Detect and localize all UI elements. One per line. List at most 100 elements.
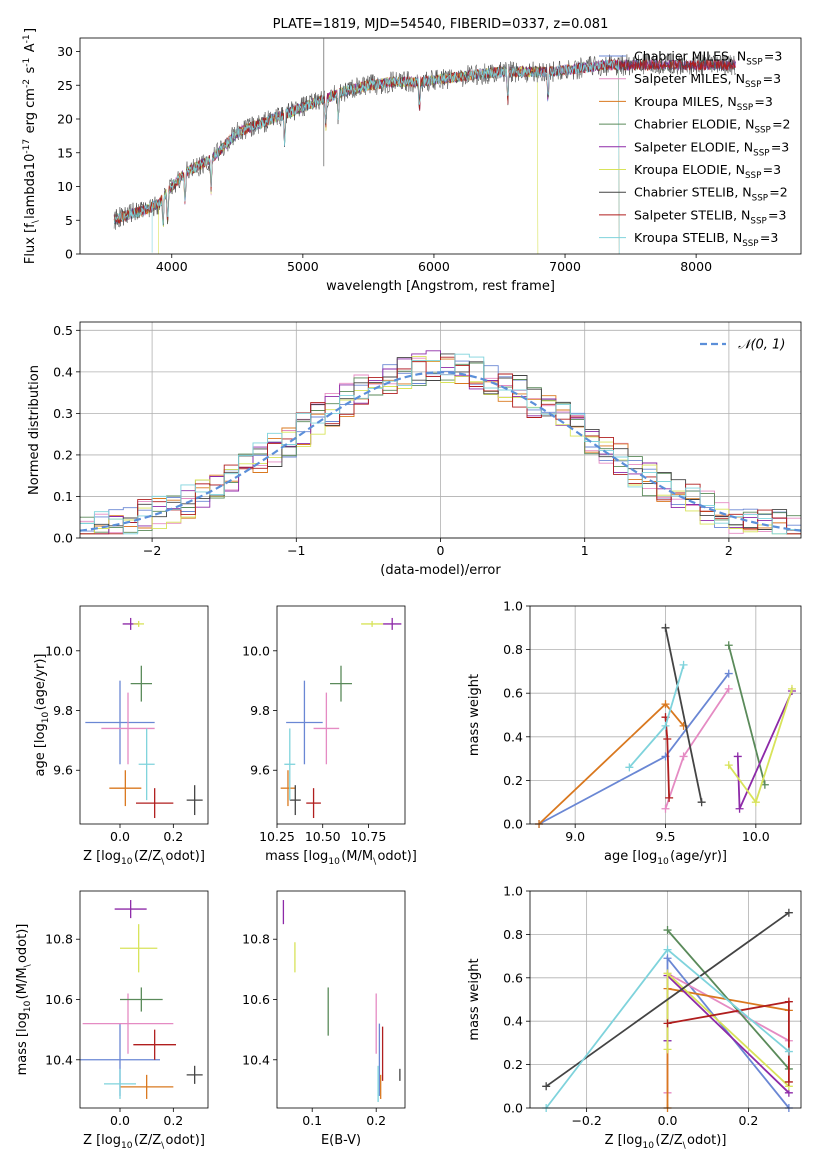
x-tick-label: −1 xyxy=(287,543,305,558)
x-tick-label: 9.0 xyxy=(565,829,585,844)
y-tick-label: 0.3 xyxy=(53,406,73,421)
mass-weight-marker xyxy=(542,1082,551,1091)
mass-weight-line xyxy=(545,911,790,1088)
x-axis-label: age [log10 (age/yr)] xyxy=(604,849,727,867)
x-tick-label: 6000 xyxy=(418,259,450,274)
mass-weight-marker xyxy=(784,997,793,1006)
mass-weight-marker xyxy=(724,669,733,678)
legend-label: 𝒩(0, 1) xyxy=(738,338,785,353)
x-tick-label: 0 xyxy=(437,543,445,558)
spectrum-line xyxy=(113,66,539,255)
chart-title: PLATE=1819, MJD=54540, FIBERID=0337, z=0… xyxy=(273,17,609,32)
mass-weight-marker xyxy=(665,793,674,802)
y-tick-label: 10.8 xyxy=(242,932,270,947)
axes-frame xyxy=(529,605,802,825)
y-tick-label: 5 xyxy=(65,213,73,228)
plot-area xyxy=(79,350,802,535)
axes-frame xyxy=(79,890,209,1109)
y-tick-label: 15 xyxy=(57,145,73,160)
x-tick-label: −2 xyxy=(143,543,161,558)
mass-weight-marker xyxy=(784,1047,793,1056)
x-tick-label: 0.2 xyxy=(738,1113,758,1128)
histogram-series xyxy=(80,356,801,535)
y-axis-label: mass [log10 (M/M\ odot)] xyxy=(15,924,33,1076)
y-tick-label: 1.0 xyxy=(503,599,523,614)
mass-weight-marker xyxy=(663,969,672,978)
plot-area xyxy=(113,38,736,255)
legend-label: Kroupa ELODIE, NSSP =3 xyxy=(634,162,781,181)
axes-frame xyxy=(79,321,802,539)
plot-area xyxy=(280,617,402,819)
plot-panel: 10.25 10.50 10.75 9.6 9.8 10.0 xyxy=(242,605,406,844)
legend-label: Chabrier ELODIE, NSSP =2 xyxy=(634,117,791,136)
plot-panel: 0.1 0.2 10.4 10.6 10.8 xyxy=(242,890,406,1128)
x-tick-label: 0.2 xyxy=(163,829,183,844)
axes-frame xyxy=(79,37,802,255)
mass-weight-line xyxy=(538,673,730,825)
y-tick-label: 10.6 xyxy=(242,992,270,1007)
mass-weight-marker xyxy=(724,761,733,770)
plot-panel: −2 −1 0 1 2 0.0 0.1 0.2 0.3 0.4 0.5 xyxy=(53,321,802,558)
mass-weight-marker xyxy=(625,763,634,772)
plot-area xyxy=(282,900,401,1102)
mass-weight-line xyxy=(538,702,685,825)
x-tick-label: 8000 xyxy=(680,259,712,274)
plot-area xyxy=(535,623,796,828)
x-axis-label: Z [log10 (Z/Z\ odot)] xyxy=(605,1133,727,1151)
mass-weight-marker xyxy=(663,734,672,743)
y-tick-label: 10.0 xyxy=(45,643,73,658)
y-tick-label: 30 xyxy=(57,44,73,59)
x-tick-label: 10.50 xyxy=(305,829,341,844)
plot-panel: 4000 5000 6000 7000 8000 0 5 10 15 20 25 30 xyxy=(57,37,802,274)
mass-weight-marker xyxy=(697,798,706,807)
y-tick-label: 10.4 xyxy=(242,1052,270,1067)
x-tick-label: 0.1 xyxy=(302,1113,322,1128)
x-axis-label: E(B-V) xyxy=(321,1133,361,1148)
plot-panel: 0.0 0.2 10.4 10.6 10.8 xyxy=(45,890,209,1128)
y-tick-label: 9.6 xyxy=(250,763,270,778)
y-axis-label: mass weight xyxy=(467,958,482,1040)
axes-frame xyxy=(276,890,406,1109)
mass-weight-line xyxy=(664,627,703,803)
plot-panel: −0.2 0.0 0.2 0.0 0.2 0.4 0.6 0.8 1.0 xyxy=(503,884,802,1128)
x-tick-label: 9.5 xyxy=(656,829,676,844)
y-tick-label: 0.4 xyxy=(503,1014,523,1029)
axes-frame xyxy=(276,605,406,825)
mass-weight-marker xyxy=(724,641,733,650)
y-tick-label: 0.2 xyxy=(503,1057,523,1072)
y-tick-label: 10.4 xyxy=(45,1052,73,1067)
y-tick-label: 1.0 xyxy=(503,884,523,899)
legend-label: Salpeter STELIB, NSSP =3 xyxy=(634,207,786,226)
legend: Chabrier MILES, NSSP =3 Salpeter MILES, N… xyxy=(599,49,791,249)
y-tick-label: 20 xyxy=(57,112,73,127)
mass-weight-marker xyxy=(663,1019,672,1028)
y-tick-label: 25 xyxy=(57,78,73,93)
x-axis-label: (data-model)/error xyxy=(380,563,501,578)
legend-label: Kroupa STELIB, NSSP =3 xyxy=(634,230,778,249)
x-tick-label: 2 xyxy=(725,543,733,558)
mass-weight-marker xyxy=(661,721,670,730)
y-axis-label: mass weight xyxy=(467,674,482,756)
x-axis-label: wavelength [Angstrom, rest frame] xyxy=(326,279,555,294)
y-tick-label: 0.6 xyxy=(503,970,523,985)
legend-label: Chabrier MILES, NSSP =3 xyxy=(634,49,782,68)
y-axis-label: Flux [f\ lambda10-17 erg cm-2 s-1 A-1 ] xyxy=(22,28,41,264)
y-tick-label: 0.8 xyxy=(503,642,523,657)
y-tick-label: 9.8 xyxy=(53,703,73,718)
axes-frame xyxy=(79,605,209,825)
plot-panel: 0.0 0.2 9.6 9.8 10.0 xyxy=(45,605,209,844)
x-tick-label: 0.2 xyxy=(163,1113,183,1128)
y-tick-label: 10.6 xyxy=(45,992,73,1007)
mass-weight-marker xyxy=(787,684,796,693)
y-tick-label: 0.0 xyxy=(503,817,523,832)
x-axis-label: Z [log10 (Z/Z\ odot)] xyxy=(83,849,205,867)
mass-weight-marker xyxy=(661,700,670,709)
y-tick-label: 10.8 xyxy=(45,932,73,947)
plot-panel: 9.0 9.5 10.0 0.0 0.2 0.4 0.6 0.8 1.0 xyxy=(503,599,802,844)
y-tick-label: 0.5 xyxy=(53,323,73,338)
y-tick-label: 0.4 xyxy=(53,364,73,379)
y-tick-label: 0 xyxy=(65,247,73,262)
x-tick-label: 0.0 xyxy=(110,829,130,844)
x-tick-label: 0.0 xyxy=(110,1113,130,1128)
